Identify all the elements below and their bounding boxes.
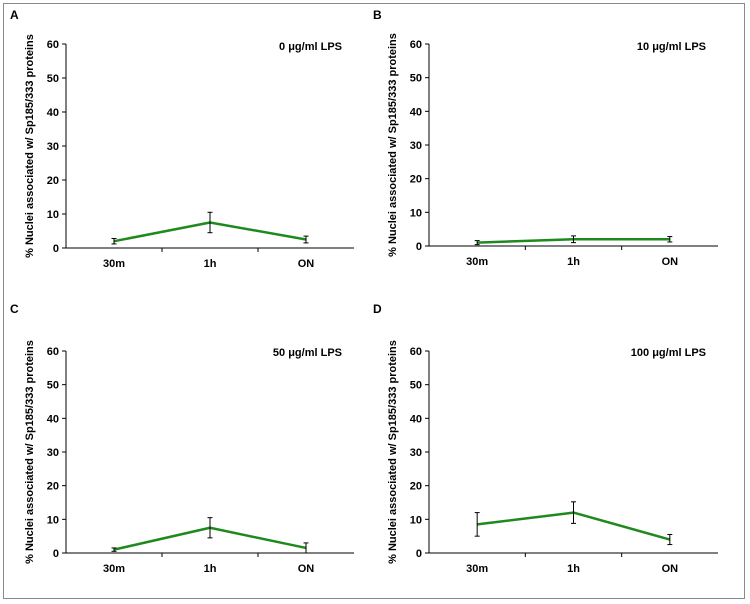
y-tick-label: 40: [410, 106, 422, 118]
x-tick-label: ON: [662, 563, 679, 575]
x-tick-label: 1h: [204, 258, 217, 270]
x-tick-label: 30m: [466, 563, 488, 575]
y-axis-label: % Nuclei associated w/ Sp185/333 protein…: [387, 340, 399, 564]
panel-title: 10 μg/ml LPS: [637, 41, 706, 53]
chart-panel-d: D 100 μg/ml LPS % Nuclei associated w/ Sp1…: [373, 302, 718, 575]
x-tick-label: 30m: [103, 258, 125, 270]
y-axis-label: % Nuclei associated w/ Sp185/333 protein…: [387, 33, 399, 257]
y-tick-label: 0: [53, 548, 59, 560]
y-tick-label: 60: [47, 39, 59, 51]
y-tick-label: 40: [410, 413, 422, 425]
panel-title: 100 μg/ml LPS: [631, 347, 706, 359]
y-tick-label: 50: [47, 380, 59, 392]
x-tick-label: ON: [662, 256, 679, 268]
y-tick-label: 60: [410, 346, 422, 358]
y-tick-label: 0: [416, 548, 422, 560]
x-tick-label: ON: [298, 258, 315, 270]
panel-label: C: [10, 302, 19, 316]
y-tick-label: 0: [53, 243, 59, 255]
x-tick-label: 30m: [466, 256, 488, 268]
x-tick-label: 1h: [567, 563, 580, 575]
y-tick-label: 60: [47, 346, 59, 358]
y-tick-label: 30: [410, 140, 422, 152]
y-tick-label: 10: [47, 209, 59, 221]
y-axis-label: % Nuclei associated w/ Sp185/333 protein…: [24, 340, 36, 564]
y-axis-label: % Nuclei associated w/ Sp185/333 protein…: [24, 34, 36, 258]
y-tick-label: 50: [47, 73, 59, 85]
y-tick-label: 10: [410, 514, 422, 526]
panel-label: B: [373, 8, 382, 22]
x-tick-label: 1h: [204, 563, 217, 575]
y-tick-label: 30: [47, 447, 59, 459]
y-tick-label: 60: [410, 39, 422, 51]
y-tick-label: 10: [47, 514, 59, 526]
y-tick-label: 20: [47, 175, 59, 187]
y-tick-label: 40: [47, 107, 59, 119]
y-tick-label: 30: [410, 447, 422, 459]
panel-title: 50 μg/ml LPS: [273, 347, 342, 359]
y-tick-label: 10: [410, 207, 422, 219]
y-tick-label: 40: [47, 413, 59, 425]
chart-panel-c: C 50 μg/ml LPS % Nuclei associated w/ Sp18…: [10, 302, 354, 575]
y-tick-label: 20: [47, 481, 59, 493]
x-tick-label: 1h: [567, 256, 580, 268]
panel-label: A: [10, 8, 19, 22]
y-tick-label: 20: [410, 481, 422, 493]
x-tick-label: 30m: [103, 563, 125, 575]
y-tick-label: 50: [410, 380, 422, 392]
y-tick-label: 30: [47, 141, 59, 153]
figure-frame: [3, 3, 745, 599]
y-tick-label: 0: [416, 241, 422, 253]
chart-panel-a: A 0 μg/ml LPS % Nuclei associated w/ Sp185…: [10, 8, 354, 270]
y-tick-label: 20: [410, 174, 422, 186]
chart-panel-b: B 10 μg/ml LPS % Nuclei associated w/ Sp18…: [373, 8, 718, 268]
panel-title: 0 μg/ml LPS: [279, 41, 342, 53]
x-tick-label: ON: [298, 563, 315, 575]
panel-label: D: [373, 302, 382, 316]
y-tick-label: 50: [410, 73, 422, 85]
